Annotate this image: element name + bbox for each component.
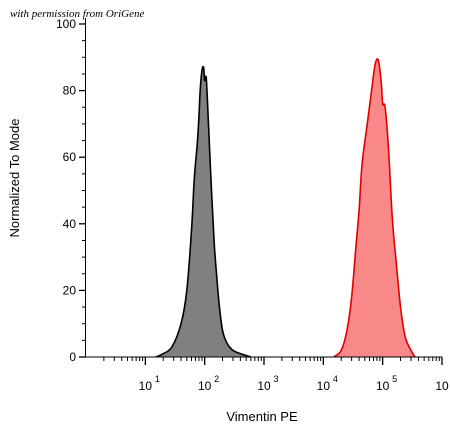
plot-area <box>155 58 416 358</box>
histogram-fill-2 <box>333 58 415 357</box>
y-tick-label: 0 <box>69 350 76 364</box>
x-axis-label: Vimentin PE <box>226 409 298 424</box>
y-tick-label: 60 <box>63 150 77 164</box>
x-tick-label: 10 <box>198 379 212 393</box>
y-tick-label: 80 <box>63 84 77 98</box>
x-tick-label: 10 <box>257 379 271 393</box>
histogram-line-1 <box>155 65 252 358</box>
x-tick-exponent: 5 <box>392 374 397 384</box>
histogram-fill-1 <box>155 66 251 358</box>
x-tick-exponent: 2 <box>214 374 219 384</box>
y-tick-label: 20 <box>63 283 77 297</box>
histogram-line-2 <box>333 58 416 358</box>
y-axis-label: Normalized To Mode <box>7 119 22 238</box>
x-tick-exponent: 3 <box>273 374 278 384</box>
x-tick-exponent: 4 <box>333 374 338 384</box>
y-tick-label: 40 <box>63 217 77 231</box>
x-tick-label: 10 <box>139 379 153 393</box>
axes: 020406080100101102103104105106 <box>56 17 449 393</box>
x-tick-label: 10 <box>376 379 390 393</box>
x-tick-exponent: 1 <box>155 374 160 384</box>
x-tick-label: 10 <box>435 379 449 393</box>
x-tick-label: 10 <box>317 379 331 393</box>
y-tick-label: 100 <box>56 17 76 31</box>
watermark-text: with permission from OriGene <box>10 8 145 20</box>
